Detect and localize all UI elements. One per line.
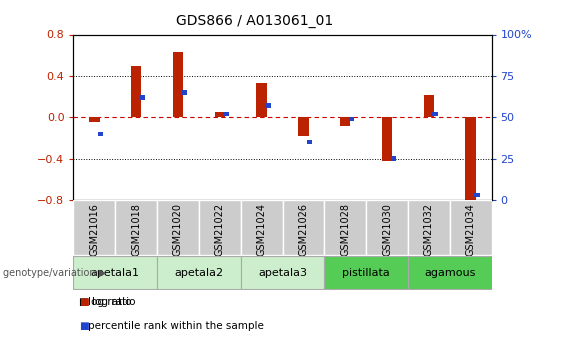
Bar xyxy=(89,117,99,122)
Bar xyxy=(474,193,480,197)
Bar xyxy=(157,256,241,289)
Text: apetala3: apetala3 xyxy=(258,268,307,277)
Text: log ratio: log ratio xyxy=(88,297,131,307)
Bar xyxy=(366,200,408,255)
Bar xyxy=(408,256,492,289)
Bar xyxy=(199,200,241,255)
Bar xyxy=(382,117,392,161)
Bar xyxy=(73,200,115,255)
Bar xyxy=(340,117,350,126)
Bar xyxy=(140,95,145,100)
Bar xyxy=(73,256,157,289)
Bar xyxy=(432,112,438,116)
Bar xyxy=(349,117,354,121)
Bar xyxy=(215,112,225,117)
Text: GSM21026: GSM21026 xyxy=(298,203,308,256)
Bar xyxy=(131,66,141,117)
Text: apetala2: apetala2 xyxy=(175,268,223,277)
Bar xyxy=(450,200,492,255)
Bar xyxy=(424,95,434,117)
Bar xyxy=(408,200,450,255)
Bar xyxy=(173,52,183,117)
Text: ■: ■ xyxy=(79,297,89,307)
Text: pistillata: pistillata xyxy=(342,268,390,277)
Bar xyxy=(324,256,408,289)
Text: GSM21032: GSM21032 xyxy=(424,203,434,256)
Text: agamous: agamous xyxy=(424,268,475,277)
Bar xyxy=(307,140,312,145)
Bar xyxy=(324,200,366,255)
Bar xyxy=(282,200,324,255)
Text: GSM21018: GSM21018 xyxy=(131,203,141,256)
Text: apetala1: apetala1 xyxy=(91,268,140,277)
Bar xyxy=(265,104,271,108)
Bar xyxy=(98,131,103,136)
Text: GSM21016: GSM21016 xyxy=(89,203,99,256)
Bar xyxy=(241,200,282,255)
Text: genotype/variation ▶: genotype/variation ▶ xyxy=(3,268,106,277)
Text: GSM21028: GSM21028 xyxy=(340,203,350,256)
Text: GSM21034: GSM21034 xyxy=(466,203,476,256)
Text: GSM21030: GSM21030 xyxy=(382,203,392,256)
Text: percentile rank within the sample: percentile rank within the sample xyxy=(88,321,263,331)
Bar xyxy=(466,117,476,202)
Text: GSM21024: GSM21024 xyxy=(257,203,267,256)
Text: GSM21022: GSM21022 xyxy=(215,203,225,256)
Text: ■: ■ xyxy=(79,321,89,331)
Text: ■ log ratio: ■ log ratio xyxy=(79,297,136,307)
Bar xyxy=(390,156,396,161)
Bar xyxy=(241,256,324,289)
Bar xyxy=(223,112,229,116)
Bar xyxy=(257,83,267,117)
Bar xyxy=(157,200,199,255)
Bar xyxy=(181,90,187,95)
Text: GDS866 / A013061_01: GDS866 / A013061_01 xyxy=(176,13,333,28)
Text: GSM21020: GSM21020 xyxy=(173,203,183,256)
Bar xyxy=(115,200,157,255)
Bar xyxy=(298,117,308,136)
